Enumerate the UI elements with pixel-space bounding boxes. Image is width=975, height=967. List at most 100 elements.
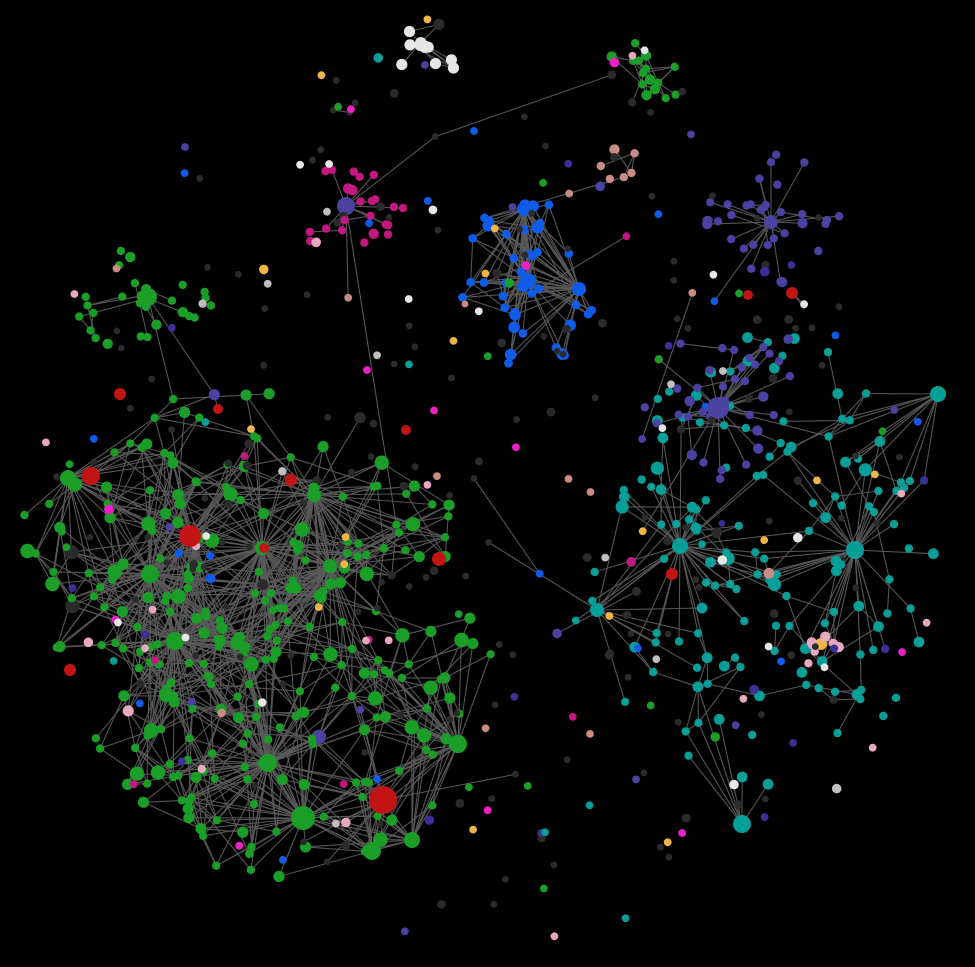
graph-node[interactable] [676, 339, 685, 348]
graph-node[interactable] [89, 308, 98, 318]
graph-node[interactable] [137, 796, 149, 808]
graph-node[interactable] [468, 234, 478, 243]
graph-node[interactable] [405, 360, 413, 369]
graph-node[interactable] [718, 660, 730, 672]
graph-node[interactable] [376, 202, 386, 212]
graph-node[interactable] [144, 533, 152, 541]
graph-node[interactable] [780, 229, 789, 238]
graph-node[interactable] [208, 389, 220, 401]
graph-node[interactable] [358, 667, 370, 679]
graph-node[interactable] [469, 825, 477, 834]
graph-node[interactable] [198, 299, 207, 308]
graph-node[interactable] [338, 617, 347, 627]
graph-node[interactable] [776, 438, 785, 448]
graph-hub-node[interactable] [323, 559, 337, 573]
graph-node[interactable] [638, 80, 647, 89]
graph-node[interactable] [692, 576, 700, 584]
graph-node[interactable] [492, 268, 502, 278]
graph-node[interactable] [922, 618, 931, 627]
graph-node[interactable] [752, 425, 763, 436]
graph-hub-node[interactable] [672, 538, 688, 554]
graph-node[interactable] [664, 630, 672, 638]
graph-node[interactable] [169, 394, 178, 404]
graph-node[interactable] [321, 224, 331, 233]
graph-node[interactable] [763, 567, 775, 579]
graph-node[interactable] [405, 322, 413, 330]
graph-node[interactable] [100, 603, 109, 612]
graph-node[interactable] [906, 604, 915, 613]
graph-node[interactable] [178, 280, 187, 290]
graph-node[interactable] [181, 633, 190, 642]
graph-node[interactable] [373, 53, 384, 63]
graph-node[interactable] [879, 711, 888, 721]
graph-node[interactable] [885, 575, 894, 584]
graph-node[interactable] [797, 218, 808, 229]
graph-node[interactable] [168, 696, 180, 708]
graph-node[interactable] [800, 300, 808, 309]
graph-node[interactable] [285, 474, 297, 486]
graph-node[interactable] [293, 546, 303, 555]
graph-node[interactable] [769, 410, 778, 420]
graph-node[interactable] [245, 679, 254, 689]
graph-node[interactable] [852, 452, 859, 460]
graph-node[interactable] [440, 733, 452, 745]
graph-node[interactable] [416, 728, 432, 743]
graph-node[interactable] [323, 207, 331, 216]
graph-node[interactable] [820, 619, 830, 628]
graph-node[interactable] [49, 567, 58, 577]
graph-node[interactable] [167, 457, 179, 469]
graph-node[interactable] [509, 651, 517, 659]
graph-node[interactable] [202, 532, 211, 540]
graph-node[interactable] [64, 664, 76, 676]
graph-node[interactable] [208, 749, 217, 758]
graph-node[interactable] [823, 347, 833, 357]
graph-node[interactable] [376, 820, 384, 828]
graph-node[interactable] [245, 849, 254, 859]
graph-node[interactable] [591, 394, 599, 402]
graph-node[interactable] [883, 609, 892, 618]
graph-node[interactable] [257, 579, 269, 591]
graph-node[interactable] [338, 492, 347, 501]
graph-node[interactable] [605, 174, 615, 184]
graph-node[interactable] [65, 460, 74, 469]
graph-node[interactable] [118, 292, 127, 301]
graph-node[interactable] [719, 396, 729, 406]
graph-node[interactable] [365, 219, 373, 228]
graph-node[interactable] [665, 387, 674, 396]
graph-node[interactable] [516, 225, 523, 233]
graph-node[interactable] [454, 632, 469, 648]
graph-node[interactable] [289, 537, 298, 547]
graph-node[interactable] [166, 451, 175, 460]
graph-node[interactable] [562, 324, 571, 334]
graph-node[interactable] [324, 413, 332, 421]
graph-node[interactable] [212, 816, 222, 825]
graph-node[interactable] [845, 416, 854, 425]
graph-node[interactable] [820, 631, 831, 642]
graph-node[interactable] [361, 749, 369, 756]
graph-node[interactable] [822, 215, 832, 225]
graph-node[interactable] [640, 46, 649, 55]
graph-node[interactable] [84, 568, 94, 578]
graph-node[interactable] [464, 612, 476, 624]
graph-node[interactable] [341, 533, 350, 541]
graph-node[interactable] [654, 78, 663, 88]
graph-node[interactable] [726, 579, 735, 589]
graph-node[interactable] [129, 766, 145, 781]
graph-node[interactable] [757, 711, 765, 719]
graph-node[interactable] [366, 211, 375, 220]
graph-node[interactable] [300, 838, 307, 846]
graph-node[interactable] [500, 303, 510, 313]
graph-node[interactable] [571, 300, 581, 310]
graph-node[interactable] [294, 522, 310, 537]
graph-node[interactable] [174, 498, 186, 510]
graph-node[interactable] [428, 750, 437, 759]
graph-node[interactable] [730, 653, 740, 662]
graph-node[interactable] [448, 740, 458, 749]
graph-node[interactable] [110, 448, 119, 457]
graph-node[interactable] [311, 237, 322, 248]
graph-node[interactable] [541, 828, 549, 837]
graph-node[interactable] [142, 516, 154, 528]
graph-node[interactable] [650, 461, 664, 475]
graph-node[interactable] [610, 153, 619, 162]
graph-node[interactable] [744, 394, 754, 403]
